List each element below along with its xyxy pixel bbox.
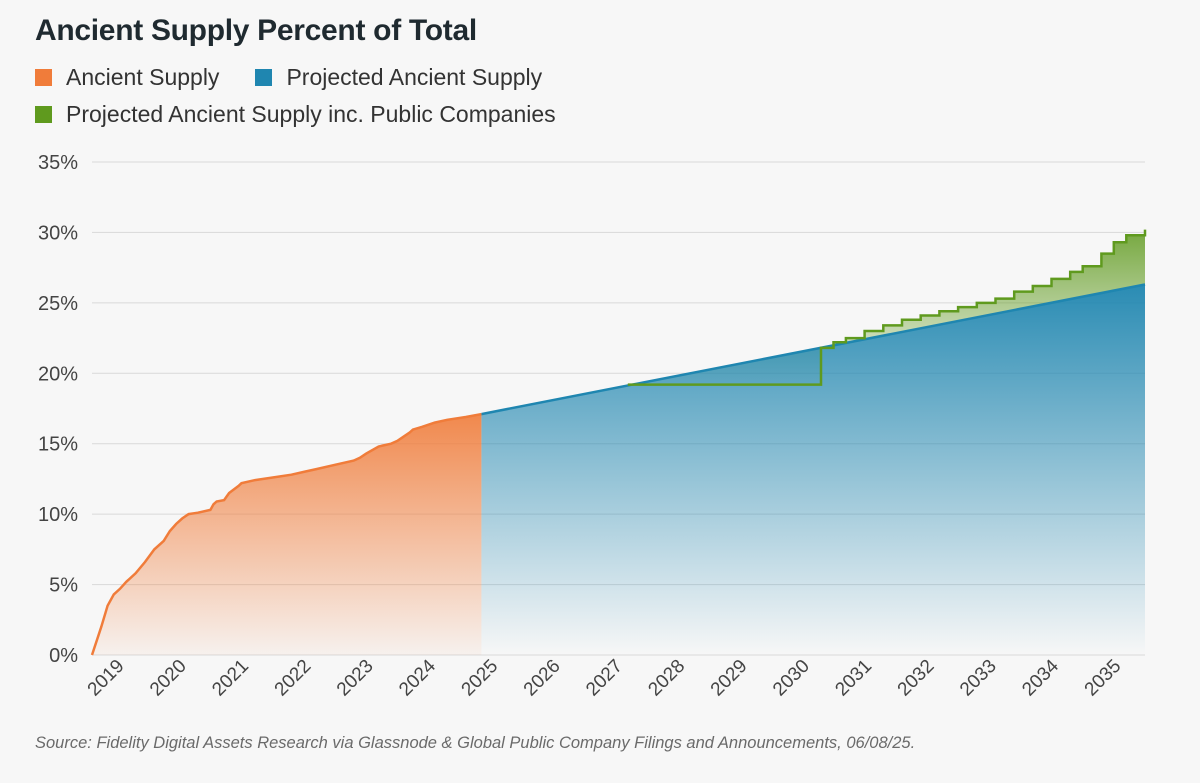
x-tick-label-2021: 2021 bbox=[208, 656, 253, 701]
series-ancient-line bbox=[90, 412, 482, 656]
x-tick-label-2022: 2022 bbox=[271, 656, 316, 701]
legend-item-projected-ancient-supply: Projected Ancient Supply bbox=[255, 64, 542, 91]
y-tick-label-5: 25% bbox=[38, 293, 78, 315]
legend-label-projected-public-companies: Projected Ancient Supply inc. Public Com… bbox=[66, 101, 556, 127]
y-tick-label-1: 5% bbox=[49, 575, 78, 597]
legend-row-1: Ancient Supply Projected Ancient Supply bbox=[35, 64, 578, 91]
x-tick-label-2020: 2020 bbox=[146, 656, 191, 701]
legend-label-projected-ancient-supply: Projected Ancient Supply bbox=[286, 64, 543, 90]
x-tick-label-2025: 2025 bbox=[458, 656, 503, 701]
x-tick-label-2033: 2033 bbox=[956, 656, 1001, 701]
legend-row-2: Projected Ancient Supply inc. Public Com… bbox=[35, 101, 592, 128]
y-tick-label-6: 30% bbox=[38, 222, 78, 244]
legend-swatch-projected-ancient-supply bbox=[255, 69, 273, 86]
x-tick-label-2035: 2035 bbox=[1081, 656, 1126, 701]
y-tick-label-2: 10% bbox=[38, 504, 78, 526]
x-tick-label-2023: 2023 bbox=[333, 656, 378, 701]
series-ancient-area bbox=[92, 414, 482, 655]
x-tick-label-2019: 2019 bbox=[84, 656, 129, 701]
x-tick-label-2029: 2029 bbox=[707, 656, 752, 701]
y-tick-label-0: 0% bbox=[49, 645, 78, 667]
x-tick-label-2034: 2034 bbox=[1018, 655, 1063, 700]
x-tick-label-2026: 2026 bbox=[520, 656, 565, 701]
x-tick-label-2031: 2031 bbox=[831, 656, 876, 701]
x-tick-label-2032: 2032 bbox=[894, 656, 939, 701]
series-projected-area bbox=[481, 284, 1145, 655]
y-tick-label-7: 35% bbox=[38, 152, 78, 174]
legend-label-ancient-supply: Ancient Supply bbox=[66, 64, 220, 90]
x-tick-label-2028: 2028 bbox=[644, 656, 689, 701]
chart-title: Ancient Supply Percent of Total bbox=[35, 14, 477, 47]
source-note: Source: Fidelity Digital Assets Research… bbox=[35, 734, 916, 752]
x-tick-label-2027: 2027 bbox=[582, 656, 627, 701]
legend-swatch-ancient-supply bbox=[35, 69, 52, 86]
series-projected-line bbox=[481, 283, 1146, 416]
legend-item-ancient-supply: Ancient Supply bbox=[35, 64, 219, 91]
x-tick-label-2024: 2024 bbox=[395, 655, 440, 700]
x-tick-label-2030: 2030 bbox=[769, 656, 814, 701]
y-tick-label-3: 15% bbox=[38, 434, 78, 456]
y-tick-label-4: 20% bbox=[38, 363, 78, 385]
legend-swatch-projected-public-companies bbox=[35, 106, 52, 123]
legend-item-projected-public-companies: Projected Ancient Supply inc. Public Com… bbox=[35, 101, 556, 128]
series-public-companies-line bbox=[627, 229, 1147, 386]
